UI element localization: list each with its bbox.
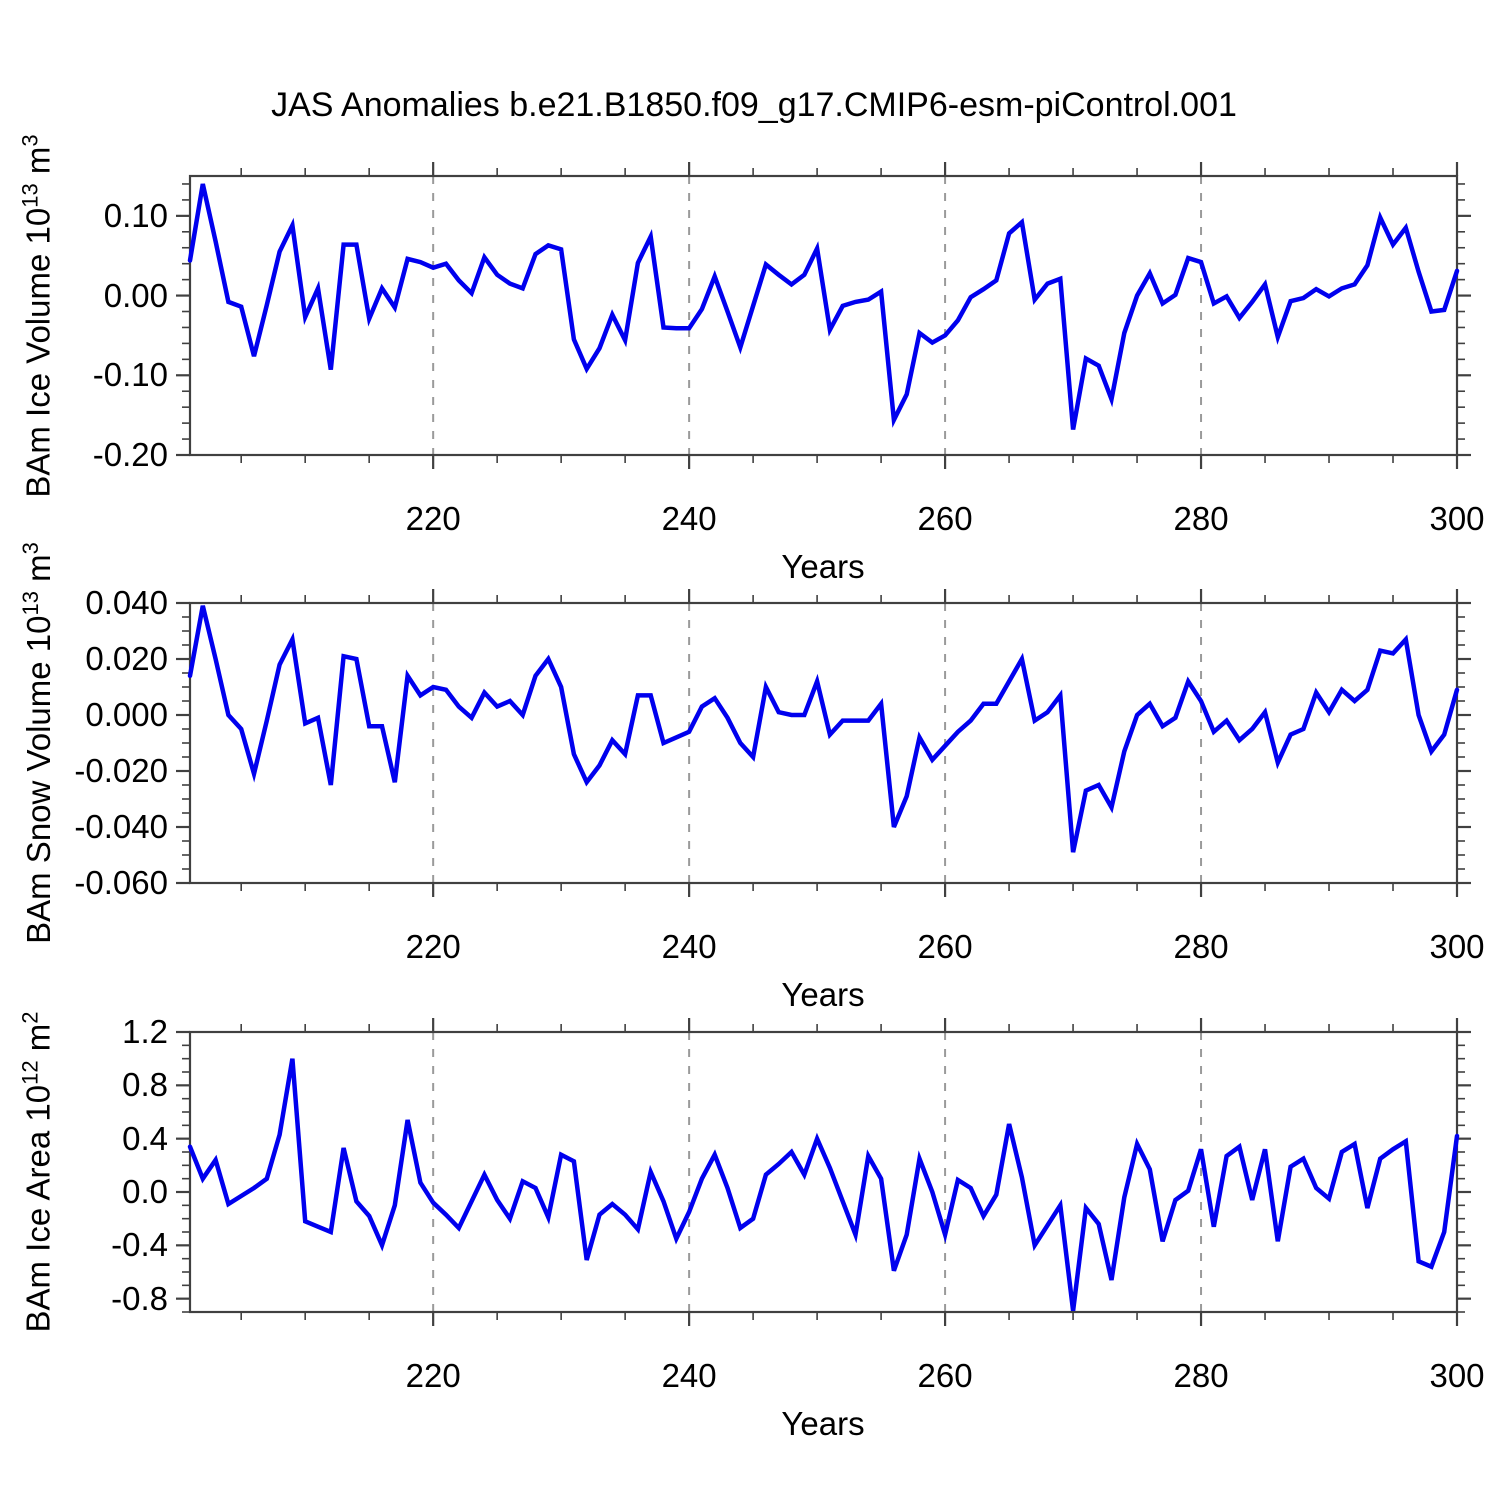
x-tick-label: 300 (1429, 928, 1485, 965)
data-line-series (187, 605, 1460, 853)
y-tick-label: -0.4 (111, 1226, 168, 1264)
y-tick-label: 1.2 (122, 1013, 168, 1050)
panel-1 (176, 162, 1471, 469)
y-tick-label: 0.00 (103, 276, 168, 314)
chart-title: JAS Anomalies b.e21.B1850.f09_g17.CMIP6-… (271, 86, 1237, 124)
panel1-x-axis-title: Years (781, 548, 865, 585)
data-line-series (187, 1058, 1460, 1311)
x-tick-label: 240 (661, 1357, 717, 1394)
y-tick-label: -0.8 (111, 1279, 168, 1317)
plot-frame (188, 1030, 1459, 1314)
panel3-x-axis-title: Years (781, 1405, 865, 1442)
y-tick-label: 0.10 (103, 196, 168, 234)
y-tick-label: 0.000 (85, 696, 168, 733)
plot-frame (188, 601, 1459, 885)
x-tick-label: 260 (917, 500, 973, 537)
y-tick-label: 0.040 (85, 584, 168, 621)
x-tick-label: 260 (917, 1357, 973, 1394)
x-tick-label: 220 (405, 500, 461, 537)
data-line-series (187, 183, 1460, 430)
y-tick-label: 0.0 (122, 1173, 168, 1210)
panel-3 (176, 1018, 1471, 1326)
plot-frame (188, 174, 1459, 457)
panel2-x-axis-title: Years (781, 976, 865, 1013)
y-tick-label: -0.10 (92, 356, 168, 394)
y-tick-label: 0.020 (85, 640, 168, 677)
y-tick-label: -0.060 (74, 864, 168, 901)
x-tick-label: 300 (1429, 500, 1485, 537)
y-tick-label: 0.4 (122, 1119, 168, 1157)
x-tick-label: 260 (917, 928, 973, 965)
x-tick-label: 220 (405, 1357, 461, 1394)
x-tick-label: 300 (1429, 1357, 1485, 1394)
x-tick-label: 280 (1173, 928, 1229, 965)
x-tick-label: 240 (661, 500, 717, 537)
y-tick-label: -0.20 (92, 436, 168, 473)
y-tick-label: -0.020 (74, 752, 168, 789)
y-tick-label: 0.8 (122, 1066, 168, 1104)
y-tick-label: -0.040 (74, 808, 168, 845)
x-tick-label: 280 (1173, 500, 1229, 537)
x-tick-label: 240 (661, 928, 717, 965)
panel-2 (176, 589, 1471, 897)
x-tick-label: 280 (1173, 1357, 1229, 1394)
x-tick-label: 220 (405, 928, 461, 965)
